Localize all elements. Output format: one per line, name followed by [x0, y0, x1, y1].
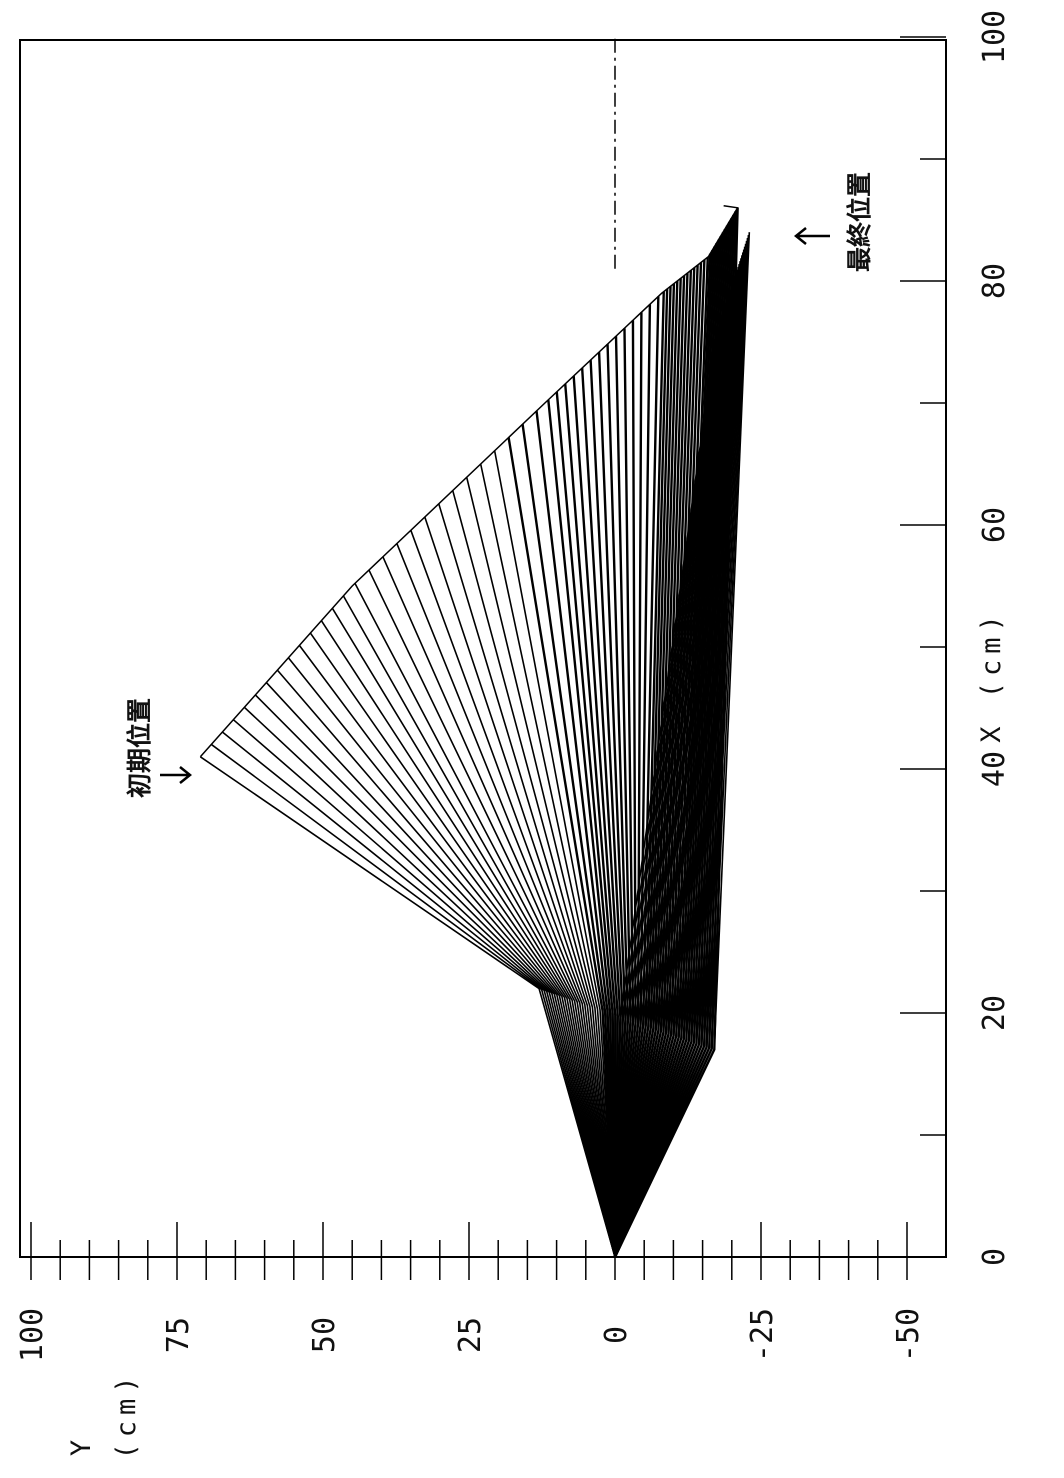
plot-frame — [19, 39, 947, 1258]
tick-layer — [30, 36, 946, 1280]
tip-trajectory — [199, 207, 739, 758]
final-position-label: 最終位置 — [845, 172, 874, 272]
arm-frame-22 — [451, 490, 616, 1258]
arm-frame-9 — [287, 657, 616, 1258]
y-tick-label: 100 — [15, 1308, 50, 1362]
lower-arm-frame-70 — [713, 232, 751, 1050]
trajectory-arrowhead — [723, 205, 739, 223]
arm-frame-19 — [410, 530, 616, 1258]
y-tick-label: 0 — [599, 1326, 634, 1344]
final-position-arrow — [793, 227, 830, 245]
arm-frame-17 — [382, 556, 616, 1258]
y-axis-label-line1: Y — [66, 1440, 97, 1456]
x-axis-label: X (cm) — [976, 609, 1007, 743]
arm-frame-11 — [309, 632, 616, 1258]
x-tick-label: 40 — [977, 751, 1012, 787]
sweep-layer — [199, 205, 751, 1258]
arm-frame-18 — [396, 543, 616, 1258]
arm-frame-20 — [424, 516, 616, 1258]
y-tick-label: -50 — [891, 1308, 926, 1362]
x-tick-label: 0 — [977, 1248, 1012, 1266]
initial-position-label: 初期位置 — [125, 698, 154, 798]
arm-frame-16 — [368, 569, 616, 1258]
y-tick-label: -25 — [745, 1308, 780, 1362]
y-tick-label: 50 — [307, 1317, 342, 1353]
initial-position-arrow — [160, 766, 193, 784]
y-axis-label: Y (cm) — [66, 1370, 142, 1459]
y-tick-label: 75 — [161, 1317, 196, 1353]
y-tick-label: 25 — [453, 1317, 488, 1353]
x-tick-label: 60 — [977, 507, 1012, 543]
arm-frame-12 — [320, 620, 616, 1258]
x-tick-label: 100 — [977, 10, 1012, 64]
annotation-layer: 初期位置 最終位置 — [125, 172, 874, 798]
x-tick-label: 20 — [977, 995, 1012, 1031]
arm-frame-24 — [479, 463, 616, 1258]
arm-frame-2 — [210, 743, 616, 1258]
arm-frame-21 — [438, 503, 616, 1258]
y-axis-label-line2: (cm) — [111, 1370, 142, 1459]
tick-label-layer: 100 75 50 25 0 -25 -50 0 20 40 60 80 100 — [15, 10, 1012, 1362]
x-tick-label: 80 — [977, 263, 1012, 299]
arm-frame-23 — [465, 477, 616, 1258]
